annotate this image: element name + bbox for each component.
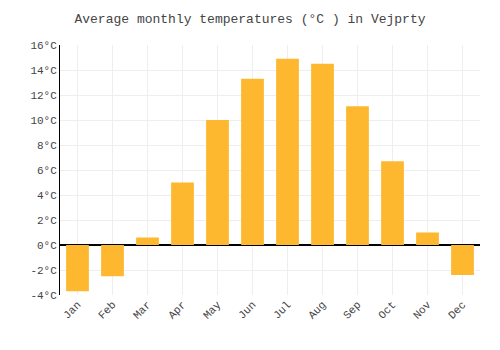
svg-text:Jan: Jan	[61, 299, 83, 321]
svg-text:Jun: Jun	[236, 299, 258, 321]
svg-text:May: May	[201, 299, 224, 322]
svg-text:6°C: 6°C	[37, 165, 57, 177]
svg-text:Sep: Sep	[341, 299, 363, 321]
svg-text:14°C: 14°C	[30, 65, 57, 77]
svg-text:0°C: 0°C	[37, 240, 57, 252]
svg-text:Feb: Feb	[96, 299, 118, 321]
svg-text:8°C: 8°C	[37, 140, 57, 152]
svg-text:Mar: Mar	[131, 299, 153, 321]
svg-text:16°C: 16°C	[30, 40, 57, 52]
svg-text:Oct: Oct	[376, 299, 398, 321]
svg-text:Jul: Jul	[271, 299, 293, 321]
svg-text:-2°C: -2°C	[30, 265, 57, 277]
svg-text:Dec: Dec	[446, 299, 468, 321]
svg-text:2°C: 2°C	[37, 215, 57, 227]
svg-text:Apr: Apr	[166, 299, 188, 321]
svg-text:-4°C: -4°C	[30, 290, 57, 302]
svg-text:Average monthly temperatures (: Average monthly temperatures (°C ) in Ve…	[74, 12, 425, 27]
svg-text:Nov: Nov	[411, 299, 434, 322]
svg-text:10°C: 10°C	[30, 115, 57, 127]
svg-text:4°C: 4°C	[37, 190, 57, 202]
svg-text:Aug: Aug	[306, 299, 328, 321]
svg-text:12°C: 12°C	[30, 90, 57, 102]
